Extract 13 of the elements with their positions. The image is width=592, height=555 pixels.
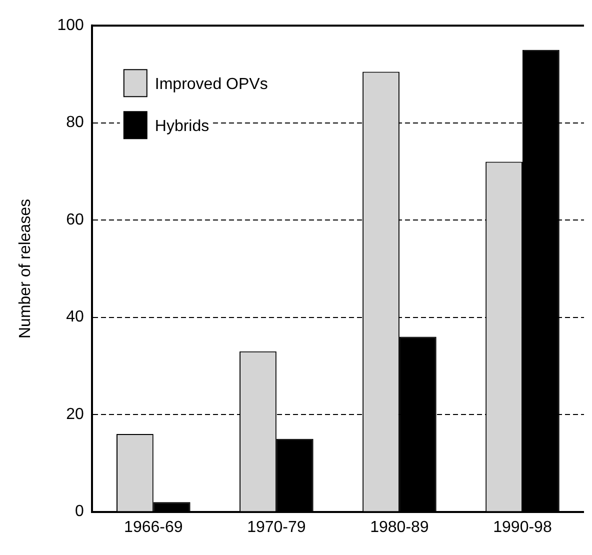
- x-tick-label: 1990-98: [493, 518, 552, 536]
- y-tick-label: 60: [66, 211, 84, 228]
- x-tick-label: 1970-79: [247, 518, 306, 536]
- y-tick-label: 100: [57, 17, 84, 34]
- x-tick-label: 1966-69: [124, 518, 183, 536]
- y-axis-title: Number of releases: [17, 198, 34, 339]
- x-tick-label: 1980-89: [370, 518, 429, 536]
- y-tick-label: 80: [66, 114, 84, 132]
- y-tick-label: 20: [66, 406, 84, 423]
- y-tick-label: 0: [74, 503, 84, 520]
- legend-label: Improved OPVs: [154, 76, 268, 94]
- legend-label: Hybrids: [154, 118, 210, 136]
- y-tick-label: 40: [66, 308, 84, 326]
